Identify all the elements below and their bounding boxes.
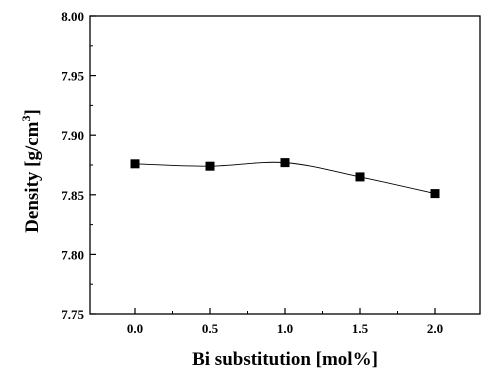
- y-tick-label: 7.75: [61, 307, 84, 322]
- x-tick-label: 0.5: [202, 321, 219, 336]
- y-tick-label: 8.00: [61, 9, 84, 24]
- x-tick-label: 0.0: [127, 321, 143, 336]
- y-tick-label: 7.80: [61, 247, 84, 262]
- y-axis-label-main: Density [g/cm: [22, 121, 43, 233]
- y-tick-label: 7.85: [61, 188, 84, 203]
- y-tick-label: 7.90: [61, 128, 84, 143]
- ticks: 0.0 0.5 1.0 1.5 2.0 7.75 7.80 7.85 7.90 7.95 8.00: [61, 9, 443, 336]
- x-tick-label: 1.0: [277, 321, 293, 336]
- x-tick-label: 2.0: [427, 321, 443, 336]
- data-point-marker: [430, 189, 440, 199]
- y-axis-label-end: ]: [22, 109, 43, 115]
- y-axis-label: Density [g/cm3]: [19, 109, 43, 233]
- y-tick-label: 7.95: [61, 69, 84, 84]
- data-point-marker: [280, 158, 290, 168]
- data-point-marker: [355, 172, 365, 182]
- x-axis-label: Bi substitution [mol%]: [192, 349, 378, 370]
- data-point-marker: [205, 161, 215, 171]
- x-tick-label: 1.5: [352, 321, 369, 336]
- series-layer: [130, 158, 440, 199]
- data-point-marker: [130, 159, 140, 169]
- y-axis-label-superscript: 3: [19, 115, 33, 121]
